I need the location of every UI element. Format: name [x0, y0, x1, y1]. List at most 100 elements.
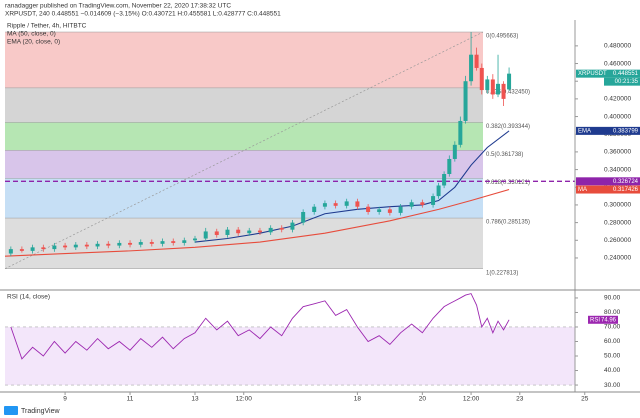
candle-body: [474, 54, 479, 68]
candle-body: [279, 227, 284, 230]
pane-title: RSI (14, close): [7, 294, 50, 301]
candle-body: [490, 79, 495, 95]
ema-name: EMA (20, close, 0): [7, 39, 60, 46]
candle-body: [128, 242, 133, 245]
timer: 00:21:35: [615, 79, 639, 85]
fib-label: 0.786(0.285135): [486, 220, 530, 226]
y-tick-label: 70.00: [604, 324, 621, 331]
candle-body: [117, 242, 122, 246]
y-tick-label: 0.300000: [604, 202, 631, 209]
candle-body: [138, 242, 143, 245]
candle-body: [236, 229, 241, 234]
candle-body: [377, 209, 382, 212]
fib-zone: [5, 32, 483, 88]
x-tick-label: 23: [516, 396, 524, 403]
y-tick-label: 0.240000: [604, 255, 631, 262]
y-tick-label: 40.00: [604, 367, 621, 374]
y-tick-label: 0.480000: [604, 43, 631, 50]
candle-body: [344, 201, 349, 206]
ema-badge: [576, 126, 640, 135]
x-tick-label: 18: [354, 396, 362, 403]
candle-body: [447, 158, 452, 174]
candle-body: [409, 202, 414, 207]
x-tick-label: 12:00: [236, 396, 253, 403]
candle-body: [182, 240, 187, 243]
candle-body: [355, 201, 360, 207]
y-tick-label: 0.280000: [604, 219, 631, 226]
main-pane: 0(0.495663) 0.236(0.432450) 0.382(0.393344…: [4, 31, 640, 386]
y-tick-label: 0.420000: [604, 96, 631, 103]
candle-body: [479, 67, 484, 91]
brand-logo: [4, 406, 18, 415]
candle-body: [452, 144, 457, 159]
fib-label: 0.618(0.330121): [486, 180, 530, 186]
y-tick-label: 0.460000: [604, 60, 631, 67]
candle-body: [458, 120, 463, 145]
candle-body: [436, 185, 441, 197]
ema-badge-name: EMA: [578, 128, 591, 134]
price-badge-name: XRPUSDT: [578, 71, 607, 77]
candle-body: [257, 230, 262, 233]
fib-label: 1(0.227813): [486, 270, 518, 276]
author-line: ranadagger published on TradingView.com,…: [5, 3, 231, 10]
x-tick-label: 25: [581, 396, 589, 403]
candle-body: [312, 206, 317, 212]
y-tick-label: 0.260000: [604, 237, 631, 244]
rsi-band: [5, 326, 575, 386]
candle-body: [268, 227, 273, 233]
y-tick-label: 80.00: [604, 309, 621, 316]
candle-body: [52, 245, 57, 250]
ma-line: [4, 189, 510, 257]
brand-name: TradingView: [21, 408, 60, 415]
hline-badge-value: 0.326724: [613, 179, 639, 185]
y-tick-label: 0.360000: [604, 149, 631, 156]
candle-body: [463, 81, 468, 121]
symbol-info: XRPUSDT, 240 0.448551 −0.014609 (−3.15%)…: [5, 11, 281, 18]
rsi-badge: [588, 315, 618, 324]
candle-body: [469, 54, 474, 82]
candle-body: [203, 231, 208, 239]
candle-body: [84, 244, 89, 247]
fib-zone: [5, 178, 483, 219]
fib-zone: [5, 87, 483, 123]
candle-body: [290, 222, 295, 230]
ma-badge-value: 0.317426: [613, 187, 639, 193]
y-tick-label: 90.00: [604, 295, 621, 302]
y-tick-label: 0.400000: [604, 113, 631, 120]
fib-zone: [5, 150, 483, 179]
price-badge: [576, 69, 640, 78]
candle-body: [398, 206, 403, 213]
candle-body: [420, 202, 425, 205]
candle-body: [501, 83, 506, 99]
candle-body: [333, 203, 338, 206]
candle-body: [322, 203, 327, 207]
fib-label: 0.236(0.432450): [486, 89, 530, 95]
timer-badge: [604, 77, 640, 86]
candle-body: [73, 244, 78, 248]
candle-body: [63, 245, 68, 248]
candle-body: [496, 83, 501, 95]
candle-body: [95, 243, 100, 247]
candle-body: [171, 241, 176, 243]
candle-body: [431, 196, 436, 205]
y-tick-label: 0.340000: [604, 166, 631, 173]
x-tick-label: 20: [419, 396, 427, 403]
fib-trend: [4, 31, 484, 270]
candle-body: [193, 238, 197, 241]
candle-body: [507, 73, 512, 90]
y-tick-label: 60.00: [604, 338, 621, 345]
ma-badge-name: MA: [578, 187, 587, 193]
x-tick-label: 13: [191, 396, 199, 403]
candle-body: [30, 247, 35, 251]
pane-title: Ripple / Tether, 4h, HITBTC: [7, 23, 87, 30]
ema-badge-value: 0.383799: [613, 128, 639, 134]
candle-body: [160, 241, 165, 244]
candle-body: [301, 212, 306, 223]
ma-badge: [576, 185, 640, 194]
brand: TradingView: [4, 406, 60, 415]
candle-body: [41, 247, 46, 250]
fib-zone: [5, 122, 483, 151]
ma-name: MA (50, close, 0): [7, 31, 56, 38]
x-tick-label: 11: [127, 396, 134, 403]
